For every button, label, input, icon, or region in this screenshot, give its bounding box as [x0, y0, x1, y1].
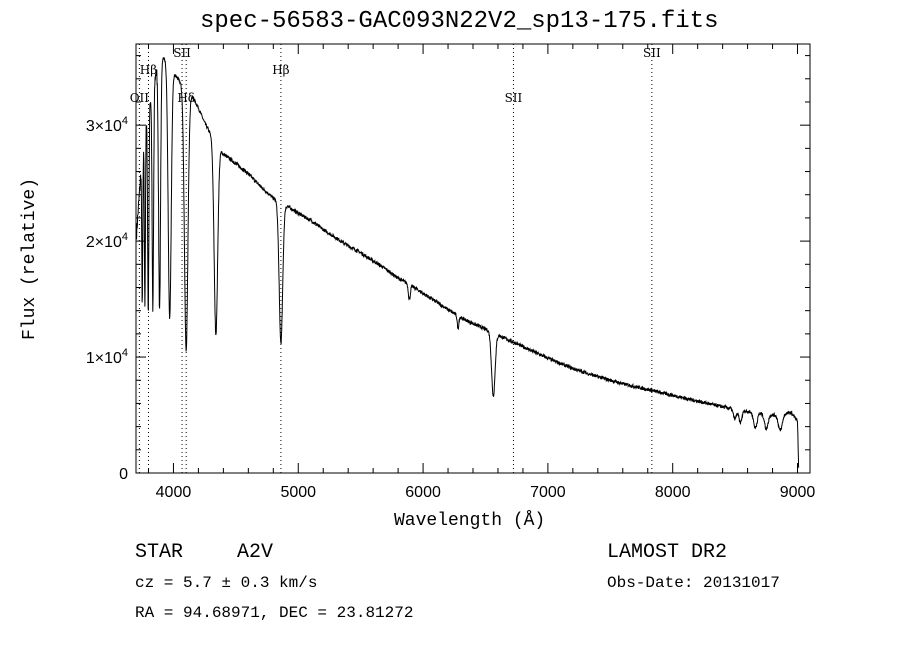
- spectrum-line: [136, 57, 800, 468]
- redshift-value: cz = 5.7 ± 0.3 km/s: [135, 574, 318, 592]
- marker-label: Hβ: [140, 63, 157, 77]
- x-tick-label: 7000: [530, 484, 566, 501]
- y-axis-label: Flux (relative): [20, 177, 40, 340]
- plot-frame: [135, 43, 811, 474]
- marker-label: SII: [173, 46, 191, 60]
- y-tick-exponent: 4: [122, 347, 128, 359]
- marker-label: Hδ: [177, 91, 195, 105]
- object-subclass: A2V: [237, 541, 274, 564]
- chart-title: spec-56583-GAC093N22V2_sp13-175.fits: [200, 8, 719, 35]
- axis-ticks: 4000 5000 6000 7000 8000 9000 0 1×104 2×104 3×104: [86, 44, 816, 501]
- x-tick-label: 6000: [405, 484, 441, 501]
- x-tick-label: 4000: [156, 484, 192, 501]
- obs-date: Obs-Date: 20131017: [607, 574, 780, 592]
- marker-labels: OII Hβ SII Hδ Hβ SII SII: [130, 46, 661, 105]
- x-axis-label: Wavelength (Å): [394, 511, 546, 531]
- marker-label: SII: [643, 46, 661, 60]
- object-class: STAR: [135, 541, 184, 564]
- y-tick-label: 2×104: [86, 231, 128, 251]
- coordinates: RA = 94.68971, DEC = 23.81272: [135, 604, 414, 622]
- marker-lines: [138, 44, 653, 473]
- marker-label: Hβ: [272, 63, 289, 77]
- y-tick-exponent: 4: [122, 231, 128, 243]
- marker-label: SII: [505, 91, 523, 105]
- y-tick-exponent: 4: [122, 115, 128, 127]
- x-tick-label: 8000: [655, 484, 691, 501]
- y-tick-label: 1×104: [86, 347, 128, 367]
- survey-name: LAMOST DR2: [607, 541, 728, 564]
- y-tick-label: 3×104: [86, 115, 128, 135]
- marker-label: OII: [130, 91, 150, 105]
- x-tick-label: 5000: [280, 484, 316, 501]
- y-tick-label: 0: [119, 466, 128, 483]
- x-tick-label: 9000: [780, 484, 816, 501]
